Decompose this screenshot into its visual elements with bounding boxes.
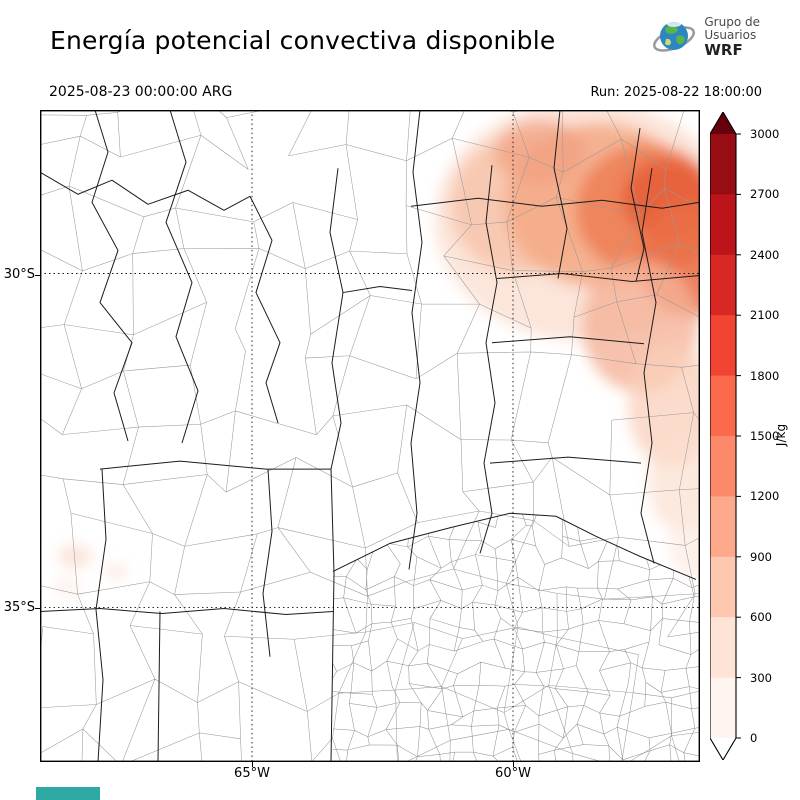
colorbar-tick-label: 2100 [750, 308, 780, 323]
bottom-strip [36, 787, 100, 800]
map-canvas [39, 109, 700, 762]
colorbar-tick-labels: 3000 2700 2400 2100 1800 1500 1200 900 600 300 0 [710, 112, 800, 760]
run-time-label: Run: 2025-08-22 18:00:00 [590, 85, 762, 100]
lat-label-30s: 30°S [3, 267, 35, 282]
lon-label-60w: 60°W [495, 766, 531, 781]
colorbar-scale [709, 110, 741, 762]
map-frame [39, 109, 700, 762]
colorbar-unit-text: J/kg [774, 423, 788, 447]
map-border [39, 109, 700, 762]
colorbar-unit-label: J/kg [758, 408, 800, 462]
globe-icon [653, 22, 696, 52]
colorbar-tick-label: 0 [750, 731, 758, 745]
colorbar-tick-label: 600 [750, 610, 772, 625]
colorbar-tick-label: 1200 [750, 489, 780, 504]
x-tick-65w [252, 762, 253, 767]
wrf-logo: Grupo de Usuarios WRF [651, 14, 760, 60]
y-tick-35s [35, 608, 40, 609]
buenos-aires-partidos [333, 513, 700, 762]
valid-time-label: 2025-08-23 00:00:00 ARG [49, 84, 233, 100]
logo-line3: WRF [704, 40, 743, 59]
province-borders [40, 110, 700, 762]
colorbar-tick-label: 900 [750, 549, 772, 564]
colorbar: 3000 2700 2400 2100 1800 1500 1200 900 600 300 0 [709, 110, 800, 762]
cape-shading [55, 110, 700, 596]
colorbar-tick-label: 1800 [750, 368, 780, 383]
colorbar-tick-label: 3000 [750, 127, 780, 141]
graticule [40, 110, 700, 762]
lon-label-65w: 65°W [234, 766, 270, 781]
x-tick-60w [513, 762, 514, 767]
page-title: Energía potencial convectiva disponible [50, 26, 556, 55]
logo-line2: Usuarios [704, 27, 757, 42]
lat-label-35s: 35°S [3, 600, 35, 615]
colorbar-tick-label: 2400 [750, 247, 780, 262]
colorbar-tick-label: 1500 [750, 429, 780, 443]
y-tick-30s [35, 275, 40, 276]
logo-line1: Grupo de [704, 14, 760, 29]
colorbar-tick-label: 300 [750, 670, 772, 685]
colorbar-tick-label: 2700 [750, 187, 780, 202]
